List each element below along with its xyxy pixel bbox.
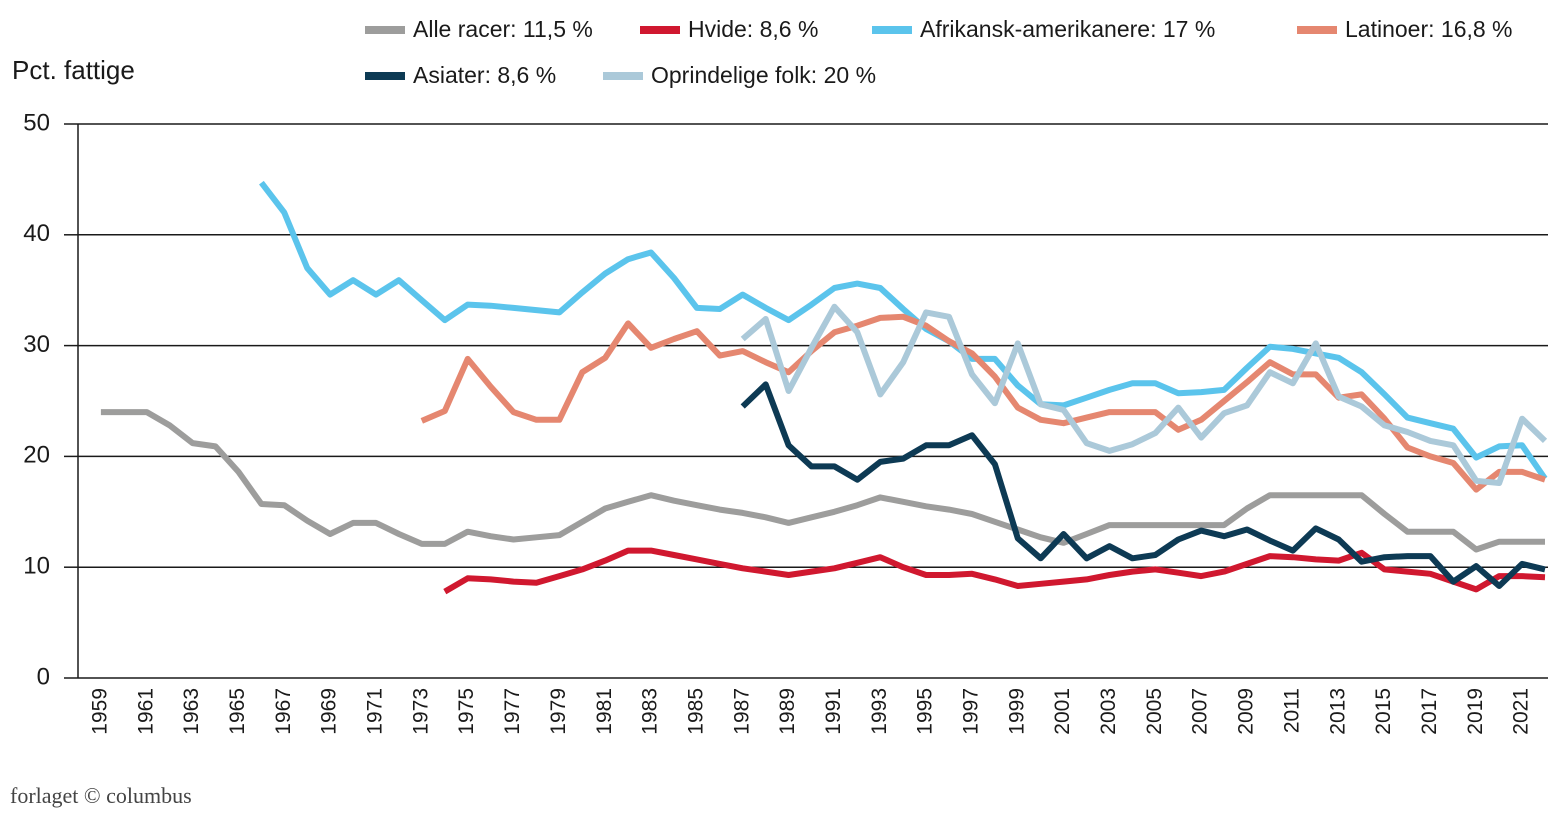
series-line bbox=[443, 547, 1546, 595]
x-tick-label: 2009 bbox=[1235, 688, 1258, 735]
footer: forlaget © columbus bbox=[10, 783, 192, 808]
x-tick-label: 2021 bbox=[1510, 688, 1533, 735]
series-line bbox=[100, 409, 1545, 553]
x-tick-label: 1995 bbox=[914, 688, 937, 735]
y-tick-label: 30 bbox=[23, 331, 50, 358]
x-tick-label: 1965 bbox=[226, 688, 249, 735]
x-tick-label: 1967 bbox=[272, 688, 295, 735]
x-tick-label: 1989 bbox=[776, 688, 799, 735]
x-tick-label: 2011 bbox=[1280, 688, 1303, 733]
x-tick-label: 2007 bbox=[1189, 688, 1212, 735]
legend-label: Oprindelige folk: 20 % bbox=[651, 62, 876, 88]
legend-label: Afrikansk-amerikanere: 17 % bbox=[920, 16, 1215, 42]
x-tick-label: 1969 bbox=[318, 688, 341, 735]
x-tick-label: 2013 bbox=[1326, 688, 1349, 735]
x-tick-label: 2015 bbox=[1372, 688, 1395, 735]
x-tick-label: 1991 bbox=[822, 688, 845, 735]
y-tick-label: 10 bbox=[23, 553, 50, 580]
x-tick-label: 2001 bbox=[1051, 688, 1074, 735]
y-tick-label: 40 bbox=[23, 220, 50, 247]
legend-label: Asiater: 8,6 % bbox=[413, 62, 556, 88]
x-tick-label: 1993 bbox=[868, 688, 891, 735]
x-tick-label: 2005 bbox=[1143, 688, 1166, 735]
series-line bbox=[740, 381, 1546, 589]
x-tick-label: 1973 bbox=[409, 688, 432, 735]
series-line bbox=[420, 313, 1546, 493]
series-line bbox=[740, 303, 1548, 486]
x-tick-label: 1979 bbox=[547, 688, 570, 735]
x-tick-label: 1987 bbox=[730, 688, 753, 735]
y-axis-label: Pct. fattige bbox=[12, 55, 135, 85]
legend-label: Hvide: 8,6 % bbox=[688, 16, 818, 42]
y-tick-label: 0 bbox=[37, 663, 50, 690]
legend-label: Latinoer: 16,8 % bbox=[1345, 16, 1513, 42]
x-tick-label: 1983 bbox=[639, 688, 662, 735]
x-tick-label: 2017 bbox=[1418, 688, 1441, 735]
legend-label: Alle racer: 11,5 % bbox=[413, 16, 593, 42]
x-tick-label: 2019 bbox=[1464, 688, 1487, 735]
x-tick-label: 1997 bbox=[960, 688, 983, 735]
y-tick-label: 20 bbox=[23, 442, 50, 469]
x-tick-label: 1971 bbox=[364, 688, 387, 735]
x-tick-label: 1999 bbox=[1005, 688, 1028, 735]
x-tick-label: 1981 bbox=[593, 688, 616, 735]
x-tick-label: 1975 bbox=[455, 688, 478, 735]
series-line bbox=[259, 180, 1548, 481]
x-tick-label: 2003 bbox=[1097, 688, 1120, 735]
x-tick-label: 1959 bbox=[88, 688, 111, 735]
x-tick-label: 1963 bbox=[180, 688, 203, 735]
y-tick-label: 50 bbox=[23, 109, 50, 136]
x-tick-label: 1977 bbox=[501, 688, 524, 735]
x-tick-label: 1961 bbox=[134, 688, 157, 735]
x-tick-label: 1985 bbox=[684, 688, 707, 735]
